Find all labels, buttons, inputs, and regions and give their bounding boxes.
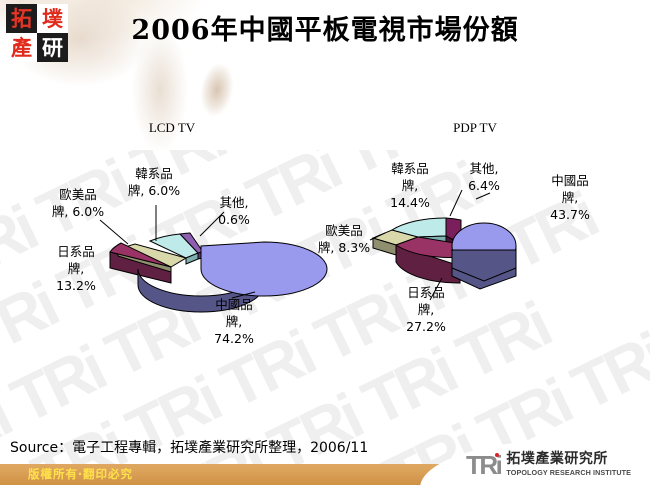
label-line: 日系品 (407, 285, 445, 300)
label-line: 牌, 6.0% (127, 183, 181, 198)
chart-pdp-title: PDP TV (453, 120, 497, 135)
label-line: 牌, (561, 190, 579, 205)
label-line: 中國品 (551, 173, 589, 188)
chart-pdp-label-korea: 韓系品 牌, 14.4% (368, 160, 452, 211)
chart-pdp-label-other: 其他, 6.4% (448, 160, 520, 194)
chart-lcd-label-china: 中國品 牌, 74.2% (196, 296, 272, 347)
label-line: 牌, (417, 302, 435, 317)
label-line: 其他, (219, 195, 249, 210)
chart-lcd-label-other: 其他, 0.6% (202, 194, 266, 228)
logo-char-3: 產 (6, 33, 37, 62)
label-line: 牌, (67, 261, 85, 276)
chart-pdp-label-euro: 歐美品 牌, 8.3% (302, 222, 386, 256)
chart-pdp-label-china: 中國品 牌, 43.7% (528, 172, 612, 223)
label-line: 43.7% (550, 207, 590, 222)
tri-name-block: 拓墣產業研究所 TOPOLOGY RESEARCH INSTITUTE (506, 451, 632, 478)
label-line: 6.4% (468, 178, 500, 193)
chart-lcd-label-euro: 歐美品 牌, 6.0% (36, 186, 120, 220)
label-line: 歐美品 (59, 187, 97, 202)
logo-char-2: 墣 (37, 4, 68, 33)
label-line: 27.2% (406, 319, 446, 334)
copyright-notice: 版權所有‧翻印必究 (28, 467, 134, 481)
label-line: 牌, (401, 178, 419, 193)
chart-pdp-label-japan: 日系品 牌, 27.2% (388, 284, 464, 335)
tri-brand-logo: TRi 拓墣產業研究所 TOPOLOGY RESEARCH INSTITUTE (466, 451, 632, 479)
label-line: 日系品 (57, 244, 95, 259)
chart-lcd-pie-graphic (99, 205, 328, 313)
label-line: 0.6% (218, 212, 250, 227)
slide-title: 2006年中國平板電視市場份額 (131, 15, 519, 46)
chart-pdp-pie-graphic (369, 189, 517, 301)
label-line: 牌, 6.0% (51, 204, 105, 219)
tri-dot-icon (495, 453, 500, 457)
label-line: 韓系品 (391, 161, 429, 176)
label-line: 歐美品 (325, 223, 363, 238)
label-line: 其他, (469, 161, 499, 176)
chart-lcd-label-japan: 日系品 牌, 13.2% (38, 243, 114, 294)
tri-seal-logo: 拓 墣 產 研 (6, 4, 68, 62)
label-line: 中國品 (215, 297, 253, 312)
logo-char-1: 拓 (6, 4, 37, 33)
label-line: 14.4% (390, 195, 430, 210)
label-line: 牌, 8.3% (317, 240, 371, 255)
label-line: 13.2% (56, 278, 96, 293)
tri-name-cn: 拓墣產業研究所 (506, 451, 608, 467)
label-line: 牌, (225, 314, 243, 329)
source-note: Source：電子工程專輯，拓墣產業研究所整理，2006/11 (10, 440, 369, 456)
tri-name-en: TOPOLOGY RESEARCH INSTITUTE (506, 468, 632, 477)
logo-char-4: 研 (37, 33, 68, 62)
tri-wordmark: TRi (466, 452, 503, 478)
label-line: 韓系品 (135, 166, 173, 181)
chart-pdp-tv: PDP TV (318, 0, 650, 400)
chart-lcd-tv: LCD TV (0, 0, 330, 400)
chart-lcd-label-korea: 韓系品 牌, 6.0% (112, 165, 196, 199)
label-line: 74.2% (214, 331, 254, 346)
